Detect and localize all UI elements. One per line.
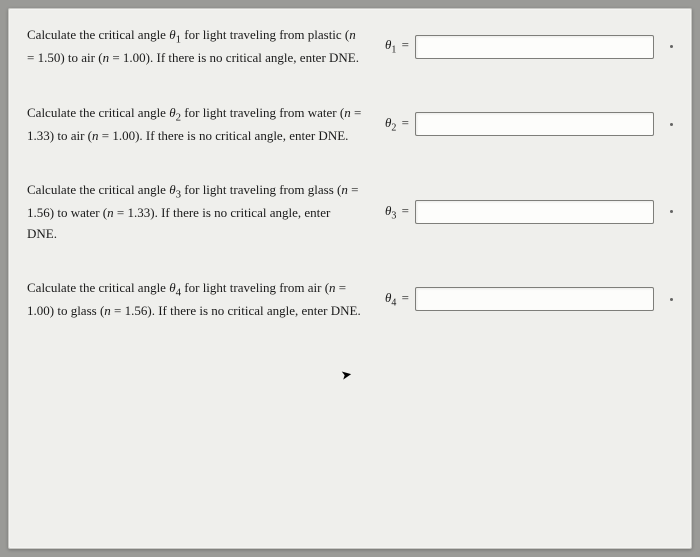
- prompt-text: ). If there is no critical angle, enter …: [146, 50, 359, 65]
- answer-input[interactable]: [415, 287, 654, 311]
- bullet-icon: [670, 210, 673, 213]
- prompt-text: Calculate the critical angle: [27, 105, 169, 120]
- prompt-text: Calculate the critical angle: [27, 182, 169, 197]
- question-row: Calculate the critical angle θ3 for ligh…: [27, 180, 673, 244]
- n-symbol: n: [349, 27, 356, 42]
- answer-input[interactable]: [415, 200, 654, 224]
- question-prompt: Calculate the critical angle θ4 for ligh…: [27, 278, 375, 322]
- answer-label: θ4 =: [375, 290, 409, 309]
- worksheet-sheet: Calculate the critical angle θ1 for ligh…: [8, 8, 692, 549]
- answer-theta-sub: 1: [391, 45, 396, 56]
- n-value: = 1.56: [111, 303, 148, 318]
- question-prompt: Calculate the critical angle θ2 for ligh…: [27, 103, 375, 147]
- prompt-text: ) to air (: [50, 128, 92, 143]
- bullet-icon: [670, 298, 673, 301]
- answer-group: θ1 =: [375, 35, 673, 59]
- prompt-text: Calculate the critical angle: [27, 27, 169, 42]
- bullet-icon: [670, 123, 673, 126]
- answer-theta-sub: 2: [391, 123, 396, 134]
- prompt-text: ). If there is no critical angle, enter …: [135, 128, 348, 143]
- prompt-text: Calculate the critical angle: [27, 280, 169, 295]
- question-row: Calculate the critical angle θ2 for ligh…: [27, 103, 673, 147]
- prompt-text: for light traveling from plastic (: [181, 27, 349, 42]
- answer-theta-sub: 4: [391, 298, 396, 309]
- question-row: Calculate the critical angle θ1 for ligh…: [27, 25, 673, 69]
- prompt-text: for light traveling from glass (: [181, 182, 341, 197]
- prompt-text: ). If there is no critical angle, enter …: [147, 303, 360, 318]
- question-prompt: Calculate the critical angle θ3 for ligh…: [27, 180, 375, 244]
- n-value: = 1.00: [98, 128, 135, 143]
- answer-group: θ4 =: [375, 287, 673, 311]
- answer-theta-sub: 3: [391, 210, 396, 221]
- question-prompt: Calculate the critical angle θ1 for ligh…: [27, 25, 375, 69]
- n-value: = 1.50: [27, 50, 60, 65]
- cursor-icon: ➤: [340, 366, 354, 384]
- answer-input[interactable]: [415, 112, 654, 136]
- answer-group: θ3 =: [375, 200, 673, 224]
- answer-label: θ3 =: [375, 203, 409, 222]
- prompt-text: for light traveling from air (: [181, 280, 329, 295]
- n-value: = 1.33: [114, 205, 151, 220]
- prompt-text: ) to air (: [60, 50, 102, 65]
- answer-input[interactable]: [415, 35, 654, 59]
- bullet-icon: [670, 45, 673, 48]
- prompt-text: for light traveling from water (: [181, 105, 344, 120]
- n-value: = 1.00: [109, 50, 146, 65]
- answer-label: θ2 =: [375, 115, 409, 134]
- prompt-text: ) to glass (: [50, 303, 105, 318]
- answer-group: θ2 =: [375, 112, 673, 136]
- answer-label: θ1 =: [375, 37, 409, 56]
- prompt-text: ) to water (: [50, 205, 107, 220]
- question-row: Calculate the critical angle θ4 for ligh…: [27, 278, 673, 322]
